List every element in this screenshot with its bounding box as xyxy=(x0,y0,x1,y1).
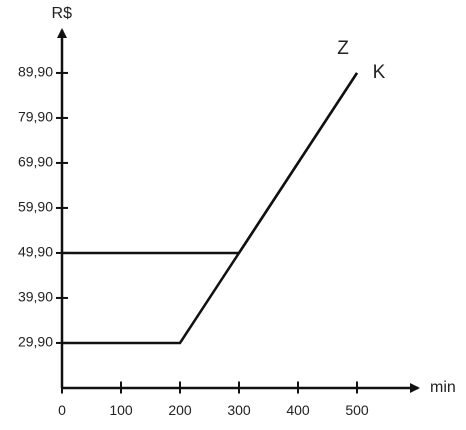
series-label: K xyxy=(373,62,386,83)
series-line xyxy=(62,72,359,255)
y-tick-label: 79,90 xyxy=(18,109,53,125)
x-axis-label: min xyxy=(430,379,456,396)
x-tick-label: 200 xyxy=(168,402,192,418)
series-label: Z xyxy=(337,38,349,59)
y-tick-label: 29,90 xyxy=(18,334,53,350)
x-tick-label: 400 xyxy=(286,402,310,418)
x-tick-label: 300 xyxy=(227,402,251,418)
y-tick-label: 69,90 xyxy=(18,154,53,170)
y-tick-label: 59,90 xyxy=(18,199,53,215)
y-tick-label: 49,90 xyxy=(18,244,53,260)
x-tick-label: 500 xyxy=(345,402,369,418)
series-line xyxy=(62,72,359,345)
x-tick-label: 100 xyxy=(109,402,133,418)
y-tick-label: 39,90 xyxy=(18,289,53,305)
x-tick-label: 0 xyxy=(58,402,66,418)
y-tick-label: 89,90 xyxy=(18,64,53,80)
y-axis-label: R$ xyxy=(52,5,73,22)
